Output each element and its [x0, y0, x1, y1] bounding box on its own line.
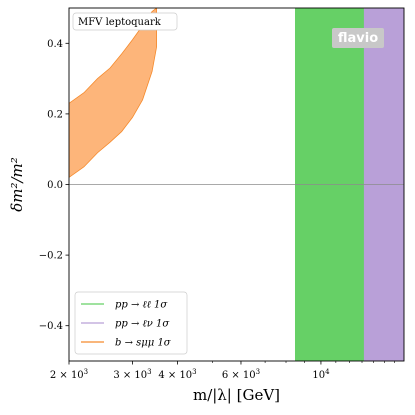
ticks-layer: −0.4 −0.2 0.0 0.2 0.4 2 × 103 3 × 103 4 × 103 6 … — [39, 39, 395, 381]
y-tick-label-2: 0.0 — [47, 180, 63, 191]
x-tick-label-1: 3 × 103 — [113, 368, 151, 381]
x-tick-exponent-3: 3 — [256, 368, 260, 376]
legend: pp → ℓℓ 1σ pp → ℓν 1σ b → sμμ 1σ — [74, 291, 188, 355]
x-tick-exponent-0: 3 — [84, 368, 88, 376]
legend-label-2: b → sμμ 1σ — [115, 338, 172, 349]
series-band-2 — [69, 8, 157, 178]
watermark-text: flavio — [338, 31, 378, 46]
legend-label-1: pp → ℓν 1σ — [115, 319, 170, 330]
y-tick-label-4: 0.4 — [47, 39, 63, 50]
x-axis-label: m/|λ| [GeV] — [193, 386, 280, 404]
x-tick-label-4: 104 — [312, 368, 330, 381]
x-tick-exponent-2: 3 — [192, 368, 196, 376]
y-tick-label-3: 0.2 — [47, 109, 63, 120]
y-axis-label: δm²/m² — [8, 157, 26, 212]
legend-label-0: pp → ℓℓ 1σ — [115, 300, 168, 311]
y-tick-label-0: −0.4 — [39, 321, 63, 332]
x-tick-exponent-4: 4 — [325, 368, 330, 376]
x-tick-label-0: 2 × 103 — [50, 368, 88, 381]
x-tick-label-2: 4 × 103 — [158, 368, 196, 381]
annotation-text: MFV leptoquark — [78, 17, 162, 28]
y-tick-label-1: −0.2 — [39, 251, 63, 262]
x-tick-exponent-1: 3 — [147, 368, 151, 376]
x-tick-label-3: 6 × 103 — [222, 368, 260, 381]
flavio-watermark: flavio — [332, 28, 384, 48]
annotation-box: MFV leptoquark — [72, 12, 178, 31]
